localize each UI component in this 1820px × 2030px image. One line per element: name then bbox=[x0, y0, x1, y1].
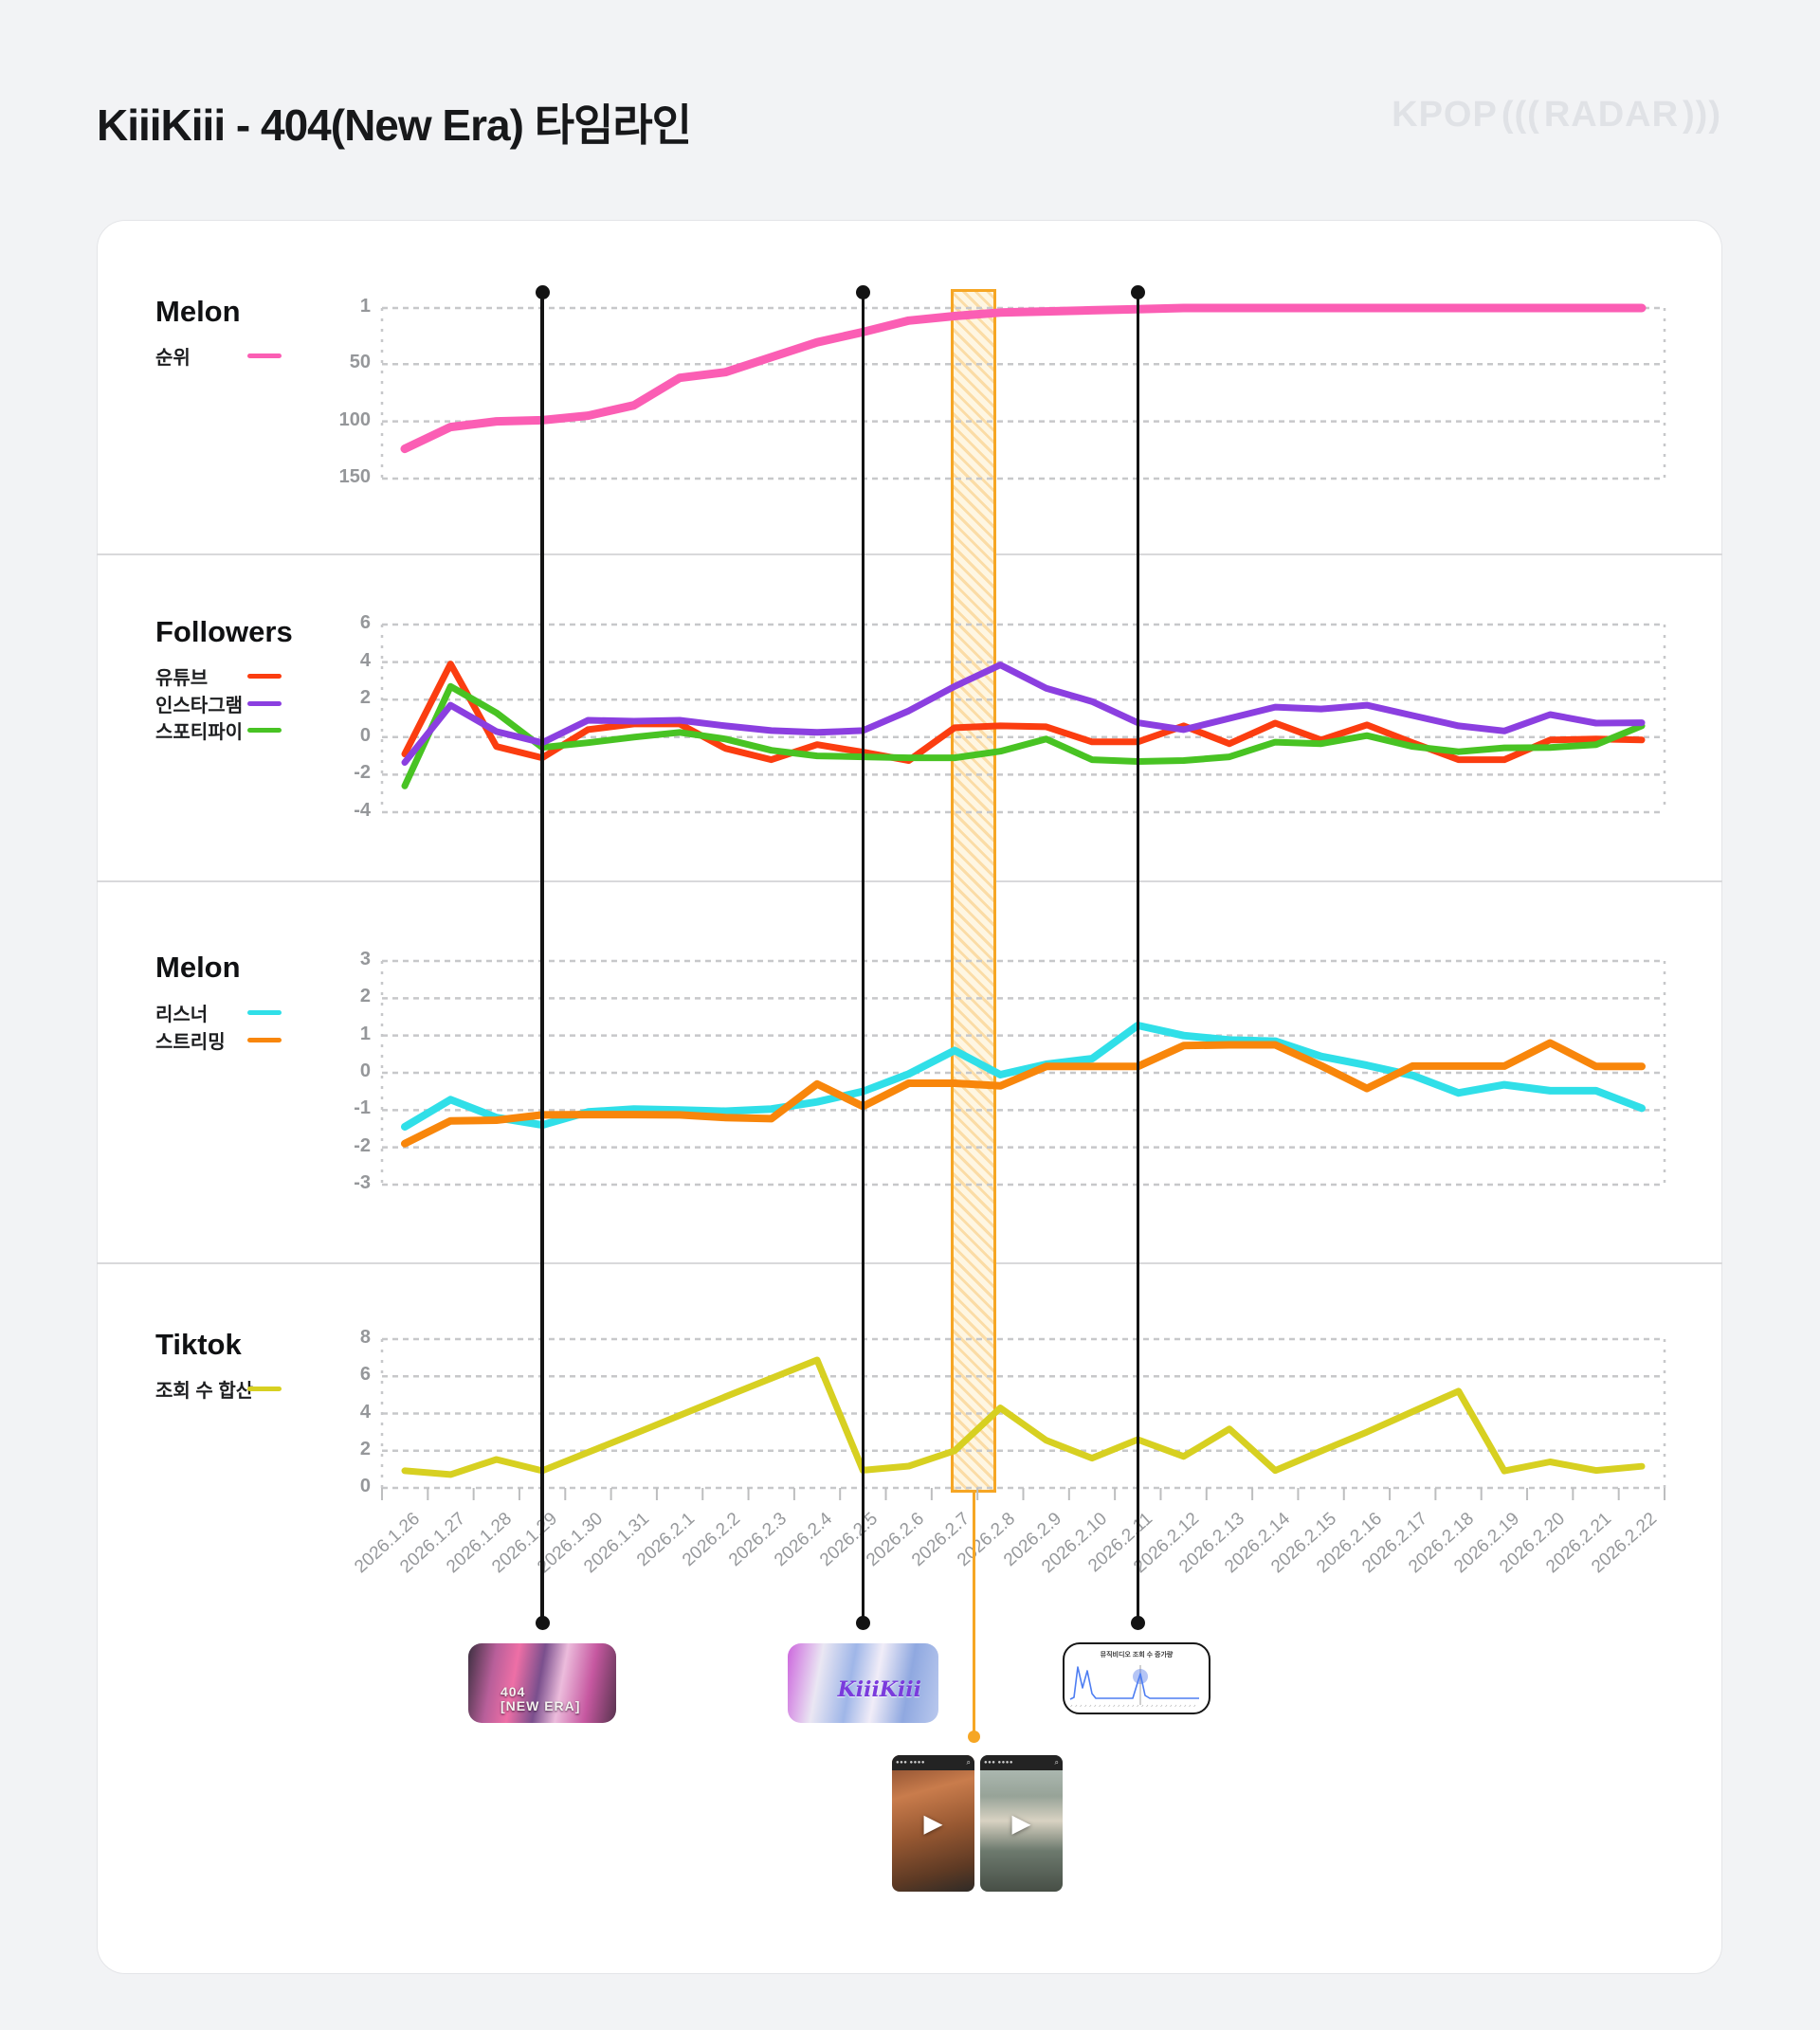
event-marker-dot bbox=[855, 285, 870, 299]
listener-line bbox=[401, 1022, 1646, 1131]
highlight-band-dot bbox=[967, 1731, 980, 1743]
y-axis-tick-label: 2 bbox=[359, 687, 371, 709]
y-axis-tick-label: -2 bbox=[354, 762, 371, 784]
event-marker-dot bbox=[1130, 1616, 1145, 1630]
y-axis-tick-label: 150 bbox=[338, 466, 371, 487]
chart-1-plot bbox=[380, 623, 1666, 814]
event-marker-dot bbox=[535, 285, 550, 299]
legend-spotify: 스포티파이 bbox=[155, 717, 282, 743]
event-marker-line bbox=[1136, 292, 1140, 1622]
legend-label-instagram: 인스타그램 bbox=[155, 695, 243, 716]
search-icon: ⌕ bbox=[966, 1758, 971, 1767]
y-axis-tick-label: 50 bbox=[349, 352, 371, 373]
views-line bbox=[401, 1356, 1646, 1478]
legend-swatch-listener bbox=[247, 1009, 282, 1015]
y-axis-tick-label: 4 bbox=[359, 649, 371, 671]
tiktok-video-thumbnail-1[interactable]: ●●● ●●●● ⌕ ▶ bbox=[892, 1755, 974, 1892]
page-title: KiiiKiii - 404(New Era) 타임라인 bbox=[97, 100, 692, 150]
legend-swatch-views bbox=[247, 1386, 282, 1391]
section-title-tiktok: Tiktok bbox=[155, 1328, 242, 1361]
legend-instagram: 인스타그램 bbox=[155, 691, 282, 716]
mv-sparkline-chart bbox=[1068, 1665, 1199, 1710]
y-axis-tick-label: 4 bbox=[359, 1401, 371, 1423]
y-axis-tick-label: 100 bbox=[338, 408, 371, 430]
legend-swatch-youtube bbox=[247, 673, 282, 679]
tiktok-video-thumbnail-2[interactable]: ●●● ●●●● ⌕ ▶ bbox=[980, 1755, 1063, 1892]
event-marker-dot bbox=[535, 1616, 550, 1630]
legend-listener: 리스너 bbox=[155, 1000, 282, 1025]
y-axis-tick-label: -2 bbox=[354, 1134, 371, 1156]
y-axis-tick-label: -3 bbox=[354, 1172, 371, 1193]
thumbnail-404-text: 404 [NEW ERA] bbox=[500, 1684, 581, 1713]
y-axis-tick-label: -1 bbox=[354, 1097, 371, 1119]
chart-0-plot bbox=[380, 303, 1666, 480]
event-marker-line bbox=[861, 292, 865, 1622]
tiktok-topbar: ●●● ●●●● ⌕ bbox=[892, 1755, 974, 1770]
streaming-line bbox=[401, 1039, 1646, 1148]
y-axis-tick-label: 8 bbox=[359, 1327, 371, 1348]
event-marker-dot bbox=[855, 1616, 870, 1630]
y-axis-tick-label: 6 bbox=[359, 612, 371, 633]
legend-rank: 순위 bbox=[155, 343, 282, 369]
y-axis-tick-label: 2 bbox=[359, 986, 371, 1007]
highlight-band bbox=[951, 289, 997, 1493]
legend-youtube: 유튜브 bbox=[155, 663, 282, 689]
mv-chart-title: 뮤직비디오 조회 수 증가량 bbox=[1100, 1652, 1174, 1658]
chart-3-plot bbox=[380, 1337, 1666, 1500]
event-marker-line bbox=[540, 292, 544, 1622]
y-axis-tick-label: 0 bbox=[359, 1060, 371, 1081]
legend-label-youtube: 유튜브 bbox=[155, 667, 209, 689]
thumbnail-kiiikiii-text: KiiiKiii bbox=[837, 1677, 921, 1702]
legend-swatch-streaming bbox=[247, 1037, 282, 1042]
section-title-followers: Followers bbox=[155, 615, 293, 648]
section-title-melon-listen: Melon bbox=[155, 951, 241, 984]
y-axis-tick-label: 1 bbox=[359, 1023, 371, 1044]
section-title-melon-rank: Melon bbox=[155, 295, 241, 328]
tiktok-topbar: ●●● ●●●● ⌕ bbox=[980, 1755, 1063, 1770]
legend-swatch-spotify bbox=[247, 727, 282, 733]
legend-label-views: 조회 수 합산 bbox=[155, 1380, 254, 1402]
legend-streaming: 스트리밍 bbox=[155, 1027, 282, 1053]
y-axis-tick-label: 1 bbox=[359, 296, 371, 317]
y-axis-tick-label: 3 bbox=[359, 949, 371, 970]
section-divider bbox=[97, 553, 1722, 555]
play-icon[interactable]: ▶ bbox=[1011, 1808, 1031, 1838]
y-axis-tick-label: 0 bbox=[359, 724, 371, 746]
instagram-line bbox=[401, 662, 1646, 766]
legend-swatch-instagram bbox=[247, 700, 282, 706]
event-thumbnail-404-new-era[interactable]: 404 [NEW ERA] bbox=[468, 1643, 616, 1723]
event-thumbnail-mv-views-chart[interactable]: 뮤직비디오 조회 수 증가량 bbox=[1063, 1642, 1210, 1714]
search-icon: ⌕ bbox=[1054, 1758, 1059, 1767]
legend-label-streaming: 스트리밍 bbox=[155, 1031, 226, 1053]
kpop-radar-logo: KPOP(((RADAR))) bbox=[1392, 95, 1721, 135]
y-axis-tick-label: 0 bbox=[359, 1476, 371, 1496]
y-axis-tick-label: 6 bbox=[359, 1364, 371, 1386]
play-icon[interactable]: ▶ bbox=[923, 1808, 943, 1838]
y-axis-tick-label: 2 bbox=[359, 1438, 371, 1459]
legend-swatch-rank bbox=[247, 353, 282, 358]
legend-label-listener: 리스너 bbox=[155, 1004, 209, 1025]
y-axis-tick-label: -4 bbox=[354, 800, 371, 821]
highlight-band-connector bbox=[972, 1493, 975, 1734]
rank-line bbox=[400, 303, 1647, 454]
legend-views: 조회 수 합산 bbox=[155, 1376, 282, 1402]
legend-label-spotify: 스포티파이 bbox=[155, 721, 243, 743]
spotify-line bbox=[401, 682, 1646, 789]
chart-2-plot bbox=[380, 959, 1666, 1187]
section-divider bbox=[97, 880, 1722, 882]
legend-label-rank: 순위 bbox=[155, 347, 191, 369]
section-divider bbox=[97, 1262, 1722, 1264]
event-marker-dot bbox=[1130, 285, 1145, 299]
event-thumbnail-kiiikiii[interactable]: KiiiKiii bbox=[788, 1643, 938, 1723]
